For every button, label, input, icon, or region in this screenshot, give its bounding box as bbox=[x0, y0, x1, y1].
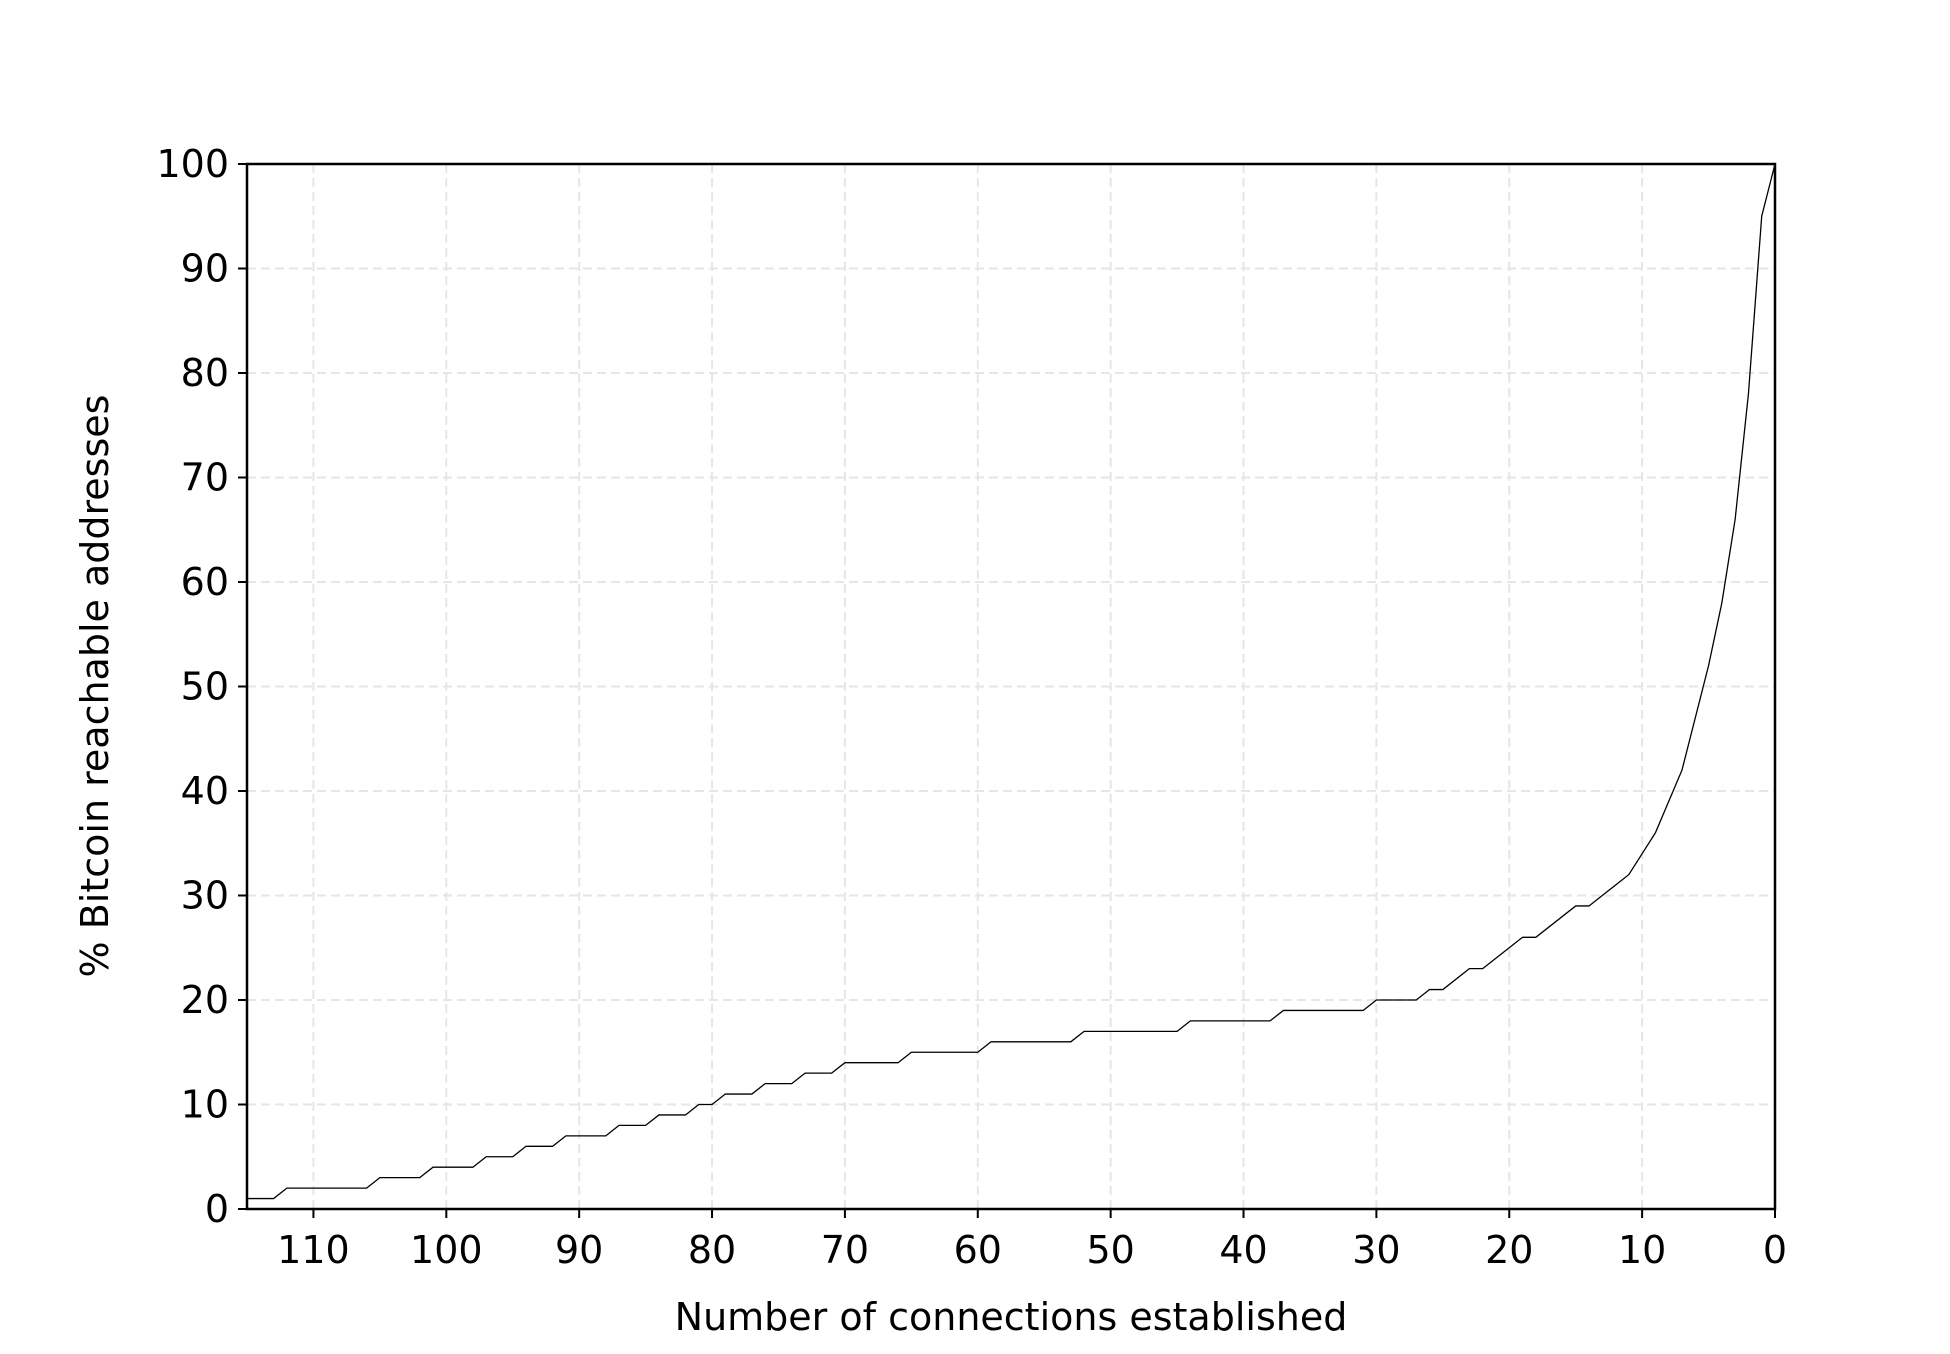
y-tick-label: 90 bbox=[181, 247, 229, 291]
y-tick-label: 50 bbox=[181, 665, 229, 709]
y-tick-label: 0 bbox=[205, 1187, 229, 1231]
data-line bbox=[247, 163, 1776, 1200]
x-tick-label: 40 bbox=[1219, 1228, 1267, 1272]
y-tick-label: 100 bbox=[156, 142, 229, 186]
x-tick-label: 70 bbox=[821, 1228, 869, 1272]
y-tick-label: 30 bbox=[181, 874, 229, 918]
y-axis-label: % Bitcoin reachable addresses bbox=[73, 395, 117, 978]
y-tick-label: 80 bbox=[181, 351, 229, 395]
x-tick-label: 50 bbox=[1086, 1228, 1134, 1272]
x-tick-label: 0 bbox=[1763, 1228, 1787, 1272]
y-tick-label: 60 bbox=[181, 560, 229, 604]
y-tick-label: 70 bbox=[181, 456, 229, 500]
x-tick-label: 30 bbox=[1352, 1228, 1400, 1272]
y-tick-label: 40 bbox=[181, 769, 229, 813]
x-tick-label: 20 bbox=[1485, 1228, 1533, 1272]
x-tick-label: 110 bbox=[277, 1228, 350, 1272]
x-tick-label: 60 bbox=[954, 1228, 1002, 1272]
plot-frame bbox=[245, 162, 1777, 1211]
x-axis-label: Number of connections established bbox=[675, 1295, 1348, 1339]
y-tick-label: 20 bbox=[181, 978, 229, 1022]
x-tick-label: 10 bbox=[1618, 1228, 1666, 1272]
y-tick-label: 10 bbox=[181, 1083, 229, 1127]
x-tick-label: 80 bbox=[688, 1228, 736, 1272]
x-tick-label: 90 bbox=[555, 1228, 603, 1272]
x-tick-label: 100 bbox=[410, 1228, 483, 1272]
